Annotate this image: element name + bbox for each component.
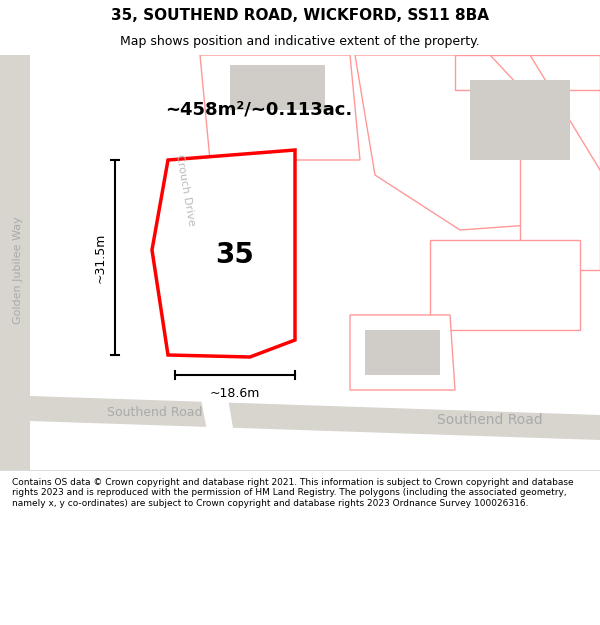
Text: 35, SOUTHEND ROAD, WICKFORD, SS11 8BA: 35, SOUTHEND ROAD, WICKFORD, SS11 8BA	[111, 8, 489, 23]
Polygon shape	[355, 55, 600, 230]
Bar	[365, 330, 440, 375]
Text: Southend Road: Southend Road	[437, 413, 543, 427]
Text: Map shows position and indicative extent of the property.: Map shows position and indicative extent…	[120, 35, 480, 48]
Polygon shape	[200, 55, 360, 160]
Text: Golden Jubilee Way: Golden Jubilee Way	[13, 216, 23, 324]
Polygon shape	[132, 55, 240, 470]
Polygon shape	[152, 150, 295, 357]
Bar	[230, 65, 325, 110]
Text: ~458m²/~0.113ac.: ~458m²/~0.113ac.	[165, 101, 352, 119]
Polygon shape	[430, 240, 580, 330]
Polygon shape	[0, 55, 30, 470]
Polygon shape	[520, 55, 600, 270]
Text: Southend Road: Southend Road	[107, 406, 203, 419]
Text: ~31.5m: ~31.5m	[94, 232, 107, 282]
Text: Crouch Drive: Crouch Drive	[174, 153, 196, 227]
Text: Contains OS data © Crown copyright and database right 2021. This information is : Contains OS data © Crown copyright and d…	[12, 478, 574, 508]
Polygon shape	[455, 55, 600, 90]
Polygon shape	[350, 315, 455, 390]
Text: ~18.6m: ~18.6m	[210, 387, 260, 400]
Text: 35: 35	[215, 241, 254, 269]
Polygon shape	[0, 395, 600, 440]
Bar	[470, 80, 570, 160]
Bar	[195, 205, 275, 295]
